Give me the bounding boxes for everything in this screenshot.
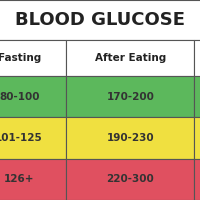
Bar bbox=[66, 117, 194, 159]
Bar bbox=[194, 76, 200, 117]
Text: 126+: 126+ bbox=[4, 174, 34, 184]
Bar bbox=[66, 40, 194, 76]
Bar bbox=[0, 40, 66, 76]
Text: 220-300: 220-300 bbox=[106, 174, 154, 184]
Bar bbox=[0, 0, 200, 40]
Bar bbox=[0, 159, 66, 200]
Text: 80-100: 80-100 bbox=[0, 92, 39, 102]
Bar bbox=[66, 159, 194, 200]
Bar bbox=[0, 117, 66, 159]
Text: BLOOD GLUCOSE: BLOOD GLUCOSE bbox=[15, 11, 185, 29]
Text: 190-230: 190-230 bbox=[107, 133, 154, 143]
Text: 170-200: 170-200 bbox=[106, 92, 154, 102]
Text: 101-125: 101-125 bbox=[0, 133, 43, 143]
Bar bbox=[0, 76, 66, 117]
Bar bbox=[194, 40, 200, 76]
Text: Fasting: Fasting bbox=[0, 53, 41, 63]
Bar bbox=[66, 76, 194, 117]
Text: After Eating: After Eating bbox=[95, 53, 166, 63]
Bar bbox=[194, 117, 200, 159]
Bar bbox=[194, 159, 200, 200]
